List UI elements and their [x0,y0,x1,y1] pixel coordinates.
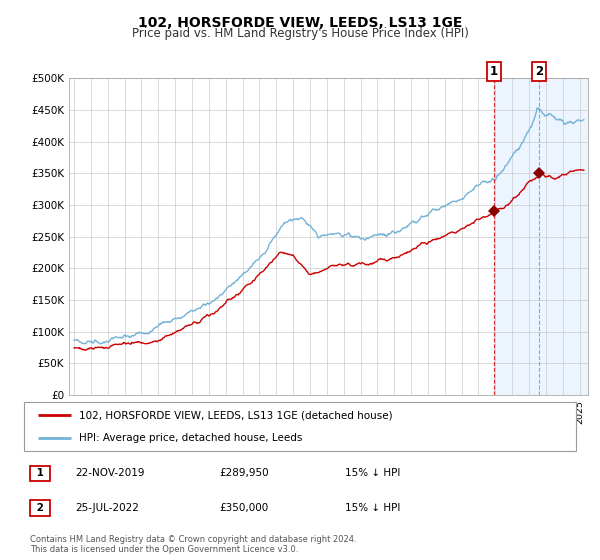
Text: Price paid vs. HM Land Registry's House Price Index (HPI): Price paid vs. HM Land Registry's House … [131,27,469,40]
Text: £289,950: £289,950 [219,468,269,478]
FancyBboxPatch shape [24,402,576,451]
Text: 22-NOV-2019: 22-NOV-2019 [75,468,145,478]
Text: 25-JUL-2022: 25-JUL-2022 [75,503,139,513]
Text: 102, HORSFORDE VIEW, LEEDS, LS13 1GE (detached house): 102, HORSFORDE VIEW, LEEDS, LS13 1GE (de… [79,410,393,421]
Text: 2: 2 [33,503,47,513]
Text: 15% ↓ HPI: 15% ↓ HPI [345,468,400,478]
Text: HPI: Average price, detached house, Leeds: HPI: Average price, detached house, Leed… [79,433,302,444]
Bar [494,78,588,395]
Text: £350,000: £350,000 [219,503,268,513]
Text: 15% ↓ HPI: 15% ↓ HPI [345,503,400,513]
Text: 1: 1 [33,468,47,478]
Text: 2: 2 [535,66,543,78]
Text: 102, HORSFORDE VIEW, LEEDS, LS13 1GE: 102, HORSFORDE VIEW, LEEDS, LS13 1GE [138,16,462,30]
Text: Contains HM Land Registry data © Crown copyright and database right 2024.: Contains HM Land Registry data © Crown c… [30,535,356,544]
Text: 1: 1 [490,66,497,78]
Text: This data is licensed under the Open Government Licence v3.0.: This data is licensed under the Open Gov… [30,545,298,554]
